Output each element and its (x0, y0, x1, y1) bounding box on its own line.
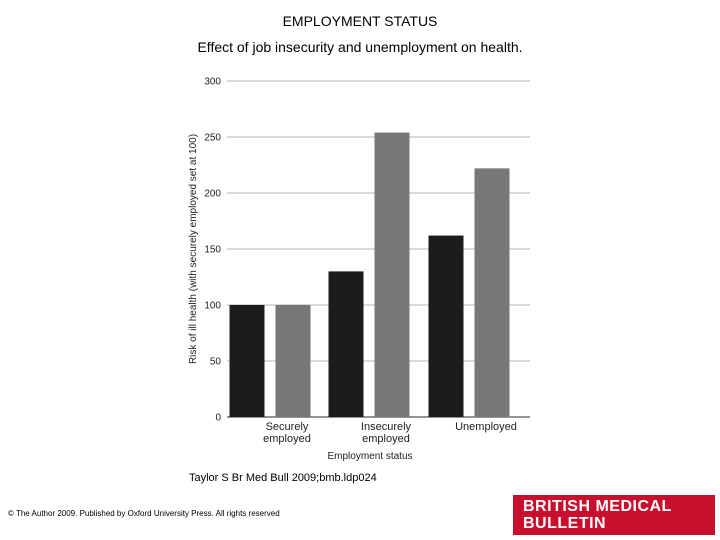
logo-line-2: BULLETIN (523, 515, 607, 532)
y-tick-label: 200 (204, 189, 221, 200)
x-tick-label: Securely (266, 421, 309, 433)
bar (328, 271, 364, 417)
y-tick-label: 300 (204, 77, 221, 88)
y-tick-label: 150 (204, 245, 221, 256)
citation: Taylor S Br Med Bull 2009;bmb.ldp024 (189, 472, 377, 484)
bar (374, 132, 410, 417)
bar (229, 305, 265, 417)
page-title: EMPLOYMENT STATUS (282, 13, 438, 29)
bar (474, 168, 510, 417)
y-tick-label: 100 (204, 301, 221, 312)
x-tick-label: employed (263, 433, 311, 445)
page-subtitle: Effect of job insecurity and unemploymen… (197, 39, 523, 55)
x-tick-label: Unemployed (455, 421, 517, 433)
y-axis-label: Risk of ill health (with securely employ… (188, 134, 199, 364)
bar (275, 305, 311, 417)
x-axis-label: Employment status (327, 451, 412, 462)
journal-logo: BRITISH MEDICAL BULLETIN (513, 495, 715, 535)
bar (428, 235, 464, 417)
y-tick-label: 0 (215, 413, 221, 424)
copyright-notice: © The Author 2009. Published by Oxford U… (8, 509, 280, 518)
y-tick-label: 250 (204, 133, 221, 144)
logo-line-1: BRITISH MEDICAL (523, 498, 672, 515)
x-tick-label: employed (362, 433, 410, 445)
y-tick-label: 50 (210, 357, 222, 368)
x-tick-label: Insecurely (361, 421, 412, 433)
